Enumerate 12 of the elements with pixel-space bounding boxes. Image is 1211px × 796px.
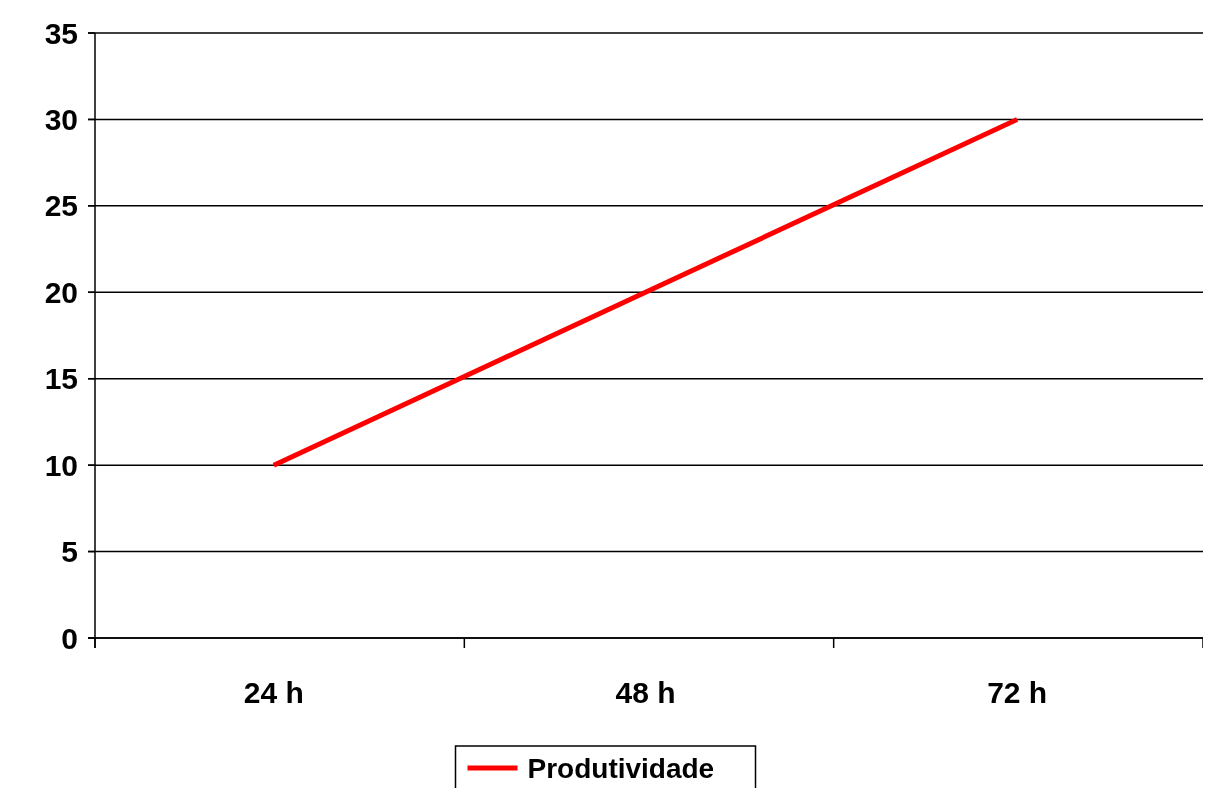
x-tick-label: 72 h (987, 676, 1048, 709)
legend-label: Produtividade (527, 752, 715, 784)
x-tick-label: 24 h (243, 676, 304, 709)
y-tick-label: 25 (44, 189, 78, 223)
y-tick-label: 20 (44, 275, 78, 309)
y-tick-label: 15 (44, 362, 78, 396)
y-tick-label: 35 (44, 16, 78, 50)
y-tick-label: 10 (44, 448, 78, 482)
y-tick-label: 0 (61, 621, 78, 655)
x-tick-label: 48 h (615, 676, 676, 709)
y-tick-label: 5 (61, 535, 78, 569)
y-tick-label: 30 (44, 102, 78, 136)
